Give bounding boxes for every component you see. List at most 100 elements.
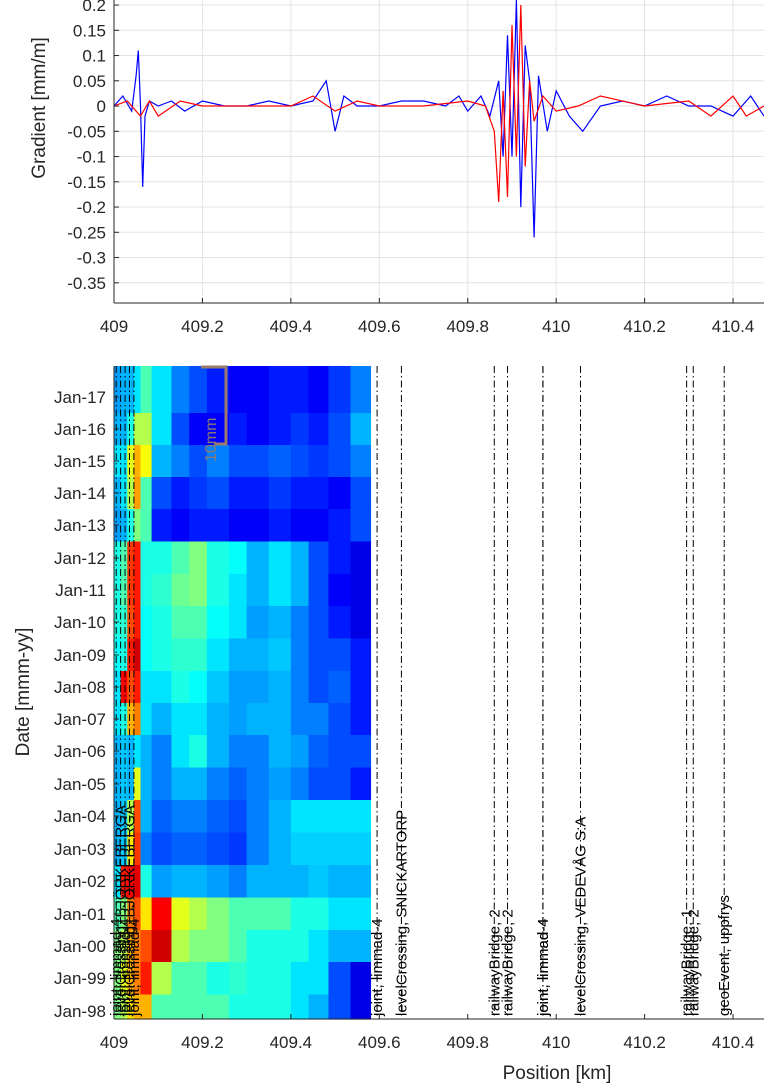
heatmap-cell xyxy=(133,703,142,736)
heatmap-cell xyxy=(308,574,330,607)
heatmap-cell xyxy=(228,445,248,478)
heatmap-cell xyxy=(171,606,190,640)
heatmap-cell xyxy=(140,509,153,543)
heatmap-cell xyxy=(308,832,330,866)
heatmap-cell xyxy=(206,930,230,963)
heatmap-cell xyxy=(350,865,372,899)
heatmap-cell xyxy=(350,445,372,478)
gradient-y-tick-label: 0.1 xyxy=(82,47,106,66)
heatmap-cell xyxy=(189,800,208,834)
heatmap-cell xyxy=(290,962,310,996)
gradient-x-tick-label: 409.4 xyxy=(270,317,313,336)
scale-inset: 10mm xyxy=(201,365,228,462)
heatmap-cell xyxy=(127,574,135,607)
heatmap-cell xyxy=(140,930,153,963)
event-marker-label: joint, limmad-4 xyxy=(126,918,143,1017)
heatmap-y-tick-label: Jan-16 xyxy=(54,420,106,439)
heatmap-cell xyxy=(290,994,310,1020)
heatmap-cell xyxy=(140,865,153,899)
heatmap-cell xyxy=(133,366,142,414)
heatmap-cell xyxy=(127,865,135,899)
heatmap-cell xyxy=(328,671,352,704)
heatmap-cell xyxy=(290,445,310,478)
heatmap-cell xyxy=(268,994,292,1020)
gradient-x-tick-label: 409.6 xyxy=(358,317,401,336)
heatmap-cell xyxy=(328,735,352,769)
heatmap-cell xyxy=(246,574,270,607)
heatmap-cell xyxy=(127,735,135,769)
heatmap-cell xyxy=(189,445,208,478)
heatmap-cell xyxy=(120,767,128,801)
heatmap-cell xyxy=(127,832,135,866)
heatmap-cell xyxy=(120,509,128,543)
heatmap-cell xyxy=(350,703,372,736)
heatmap-cell xyxy=(268,606,292,640)
heatmap-cell xyxy=(246,865,270,899)
heatmap-cell xyxy=(290,638,310,672)
heatmap-cell xyxy=(189,509,208,543)
heatmap-cell xyxy=(350,930,372,963)
heatmap-cell xyxy=(151,477,173,510)
heatmap-cell xyxy=(290,541,310,575)
heatmap-cell xyxy=(114,994,122,1020)
heatmap-cell xyxy=(140,606,153,640)
event-marker-label: railwayBridge, 2 xyxy=(486,909,503,1016)
heatmap-y-tick-label: Jan-02 xyxy=(54,872,106,891)
heatmap-cell xyxy=(120,366,128,414)
heatmap-cell xyxy=(308,509,330,543)
gradient-x-tick-label: 409.2 xyxy=(181,317,224,336)
heatmap-cell xyxy=(206,767,230,801)
heatmap-cell xyxy=(127,413,135,446)
event-marker-label: joint, limmad-4 xyxy=(535,918,552,1017)
heatmap-x-tick-label: 410.2 xyxy=(623,1033,666,1052)
heatmap-y-tick-label: Jan-06 xyxy=(54,742,106,761)
heatmap-cell xyxy=(127,930,135,963)
gradient-y-tick-label: -0.3 xyxy=(77,249,106,268)
heatmap-cell xyxy=(151,767,173,801)
gradient-series-line-2 xyxy=(113,4,764,203)
heatmap-cell xyxy=(151,703,173,736)
heatmap-cell xyxy=(308,865,330,899)
heatmap-cell xyxy=(268,735,292,769)
heatmap-cell xyxy=(189,671,208,704)
heatmap-cell xyxy=(206,703,230,736)
heatmap-cell xyxy=(328,930,352,963)
heatmap-cell xyxy=(328,509,352,543)
heatmap-cell xyxy=(328,865,352,899)
heatmap-cell xyxy=(246,477,270,510)
gradient-plot-grid xyxy=(113,0,764,303)
heatmap-cell xyxy=(171,800,190,834)
heatmap-cell xyxy=(127,897,135,931)
heatmap-cell xyxy=(189,930,208,963)
heatmap-cell xyxy=(140,703,153,736)
heatmap-cell xyxy=(328,366,352,414)
heatmap-cell xyxy=(189,897,208,931)
heatmap-cell xyxy=(120,930,128,963)
heatmap-cell xyxy=(228,703,248,736)
heatmap-cell xyxy=(328,832,352,866)
heatmap-cell xyxy=(228,606,248,640)
heatmap-cell xyxy=(246,671,270,704)
heatmap-cell xyxy=(268,800,292,834)
heatmap-cell xyxy=(151,994,173,1020)
heatmap-y-tick-label: Jan-99 xyxy=(54,969,106,988)
heatmap-cell xyxy=(308,477,330,510)
heatmap-cell xyxy=(246,994,270,1020)
heatmap-cell xyxy=(308,541,330,575)
heatmap-cell xyxy=(114,366,122,414)
heatmap-cell xyxy=(290,413,310,446)
heatmap-y-tick-label: Jan-12 xyxy=(54,549,106,568)
heatmap-cell xyxy=(228,574,248,607)
heatmap-cell xyxy=(140,994,153,1020)
heatmap-cell xyxy=(328,606,352,640)
heatmap-cell xyxy=(151,671,173,704)
heatmap-cell xyxy=(127,541,135,575)
heatmap-cell xyxy=(308,413,330,446)
heatmap-cell xyxy=(206,638,230,672)
heatmap-cell xyxy=(120,638,128,672)
heatmap-cell xyxy=(350,509,372,543)
heatmap-cell xyxy=(228,477,248,510)
heatmap-cell xyxy=(171,445,190,478)
heatmap-cell xyxy=(290,671,310,704)
heatmap-cell xyxy=(140,366,153,414)
